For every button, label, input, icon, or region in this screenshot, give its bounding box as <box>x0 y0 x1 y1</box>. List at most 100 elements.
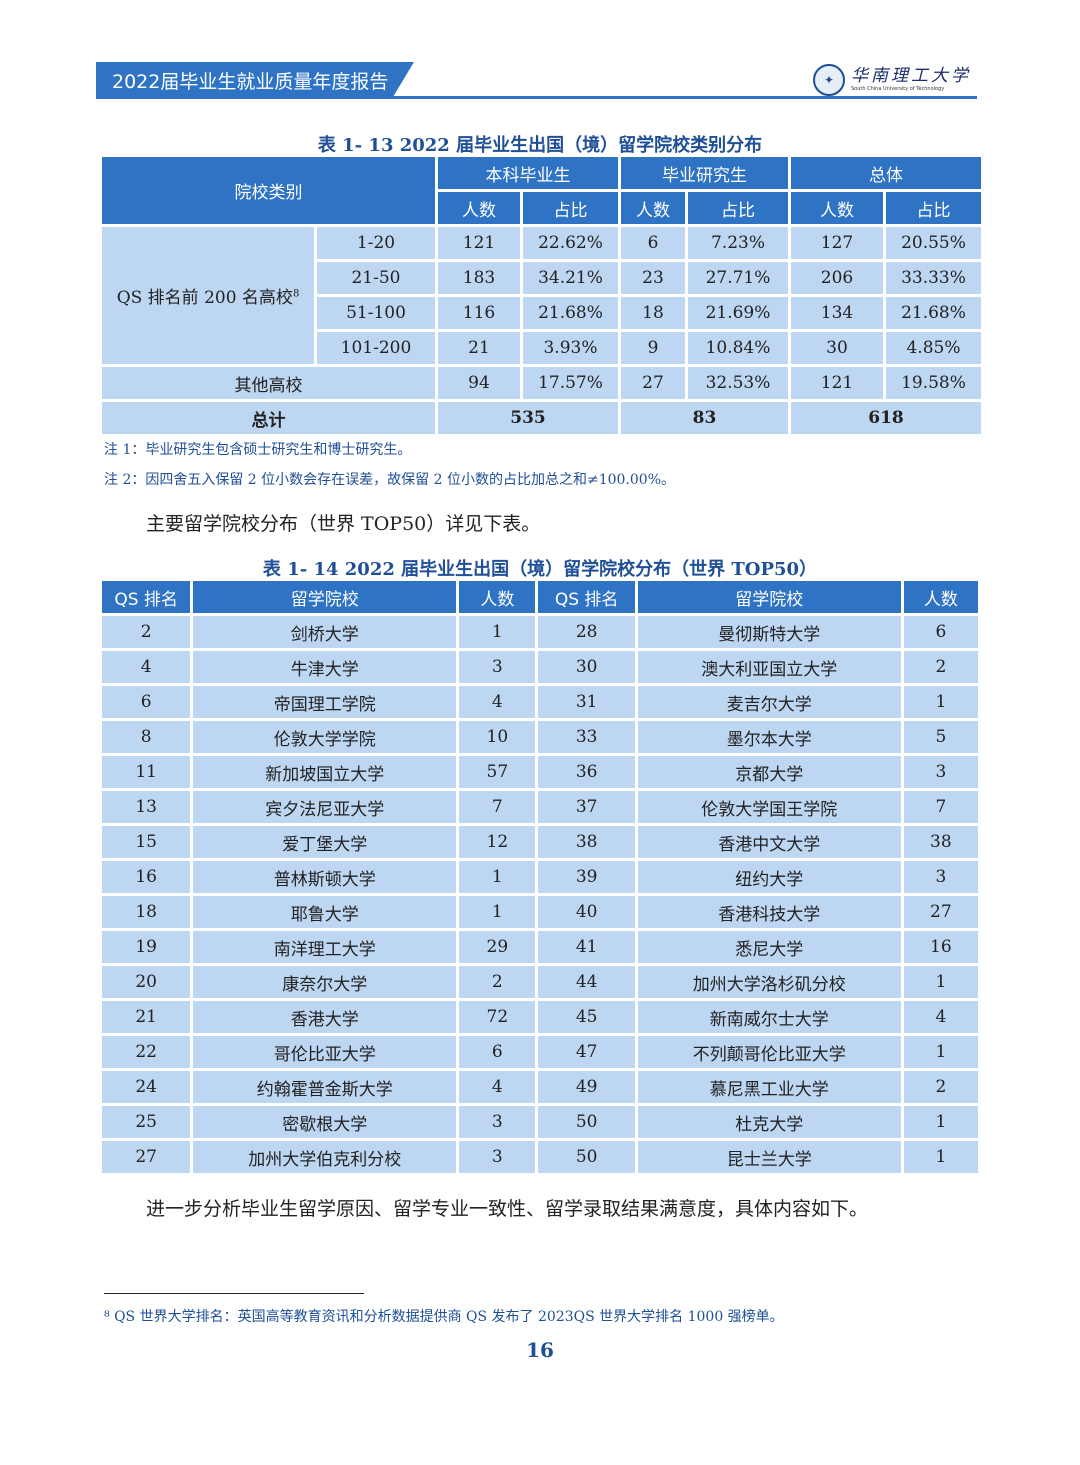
table13-caption: 表 1- 13 2022 届毕业生出国（境）留学院校类别分布 <box>317 135 763 156</box>
table-cell: 183 <box>438 262 520 294</box>
table-row: 20 康奈尔大学 2 44 加州大学洛杉矶分校 1 <box>102 966 978 998</box>
table-cell: 京都大学 <box>637 756 901 788</box>
table-cell: 22 <box>102 1036 191 1068</box>
table-cell: 3 <box>903 861 978 893</box>
table-cell: 6 <box>459 1036 536 1068</box>
table-cell: 4 <box>459 686 536 718</box>
table-cell: 新南威尔士大学 <box>637 1001 901 1033</box>
table-cell: 116 <box>438 297 520 329</box>
table-cell: 41 <box>538 931 635 963</box>
table-cell: 悉尼大学 <box>637 931 901 963</box>
table-row: 21-50 183 34.21% 23 27.71% 206 33.33% <box>102 262 981 294</box>
table-row: 8 伦敦大学学院 10 33 墨尔本大学 5 <box>102 721 978 753</box>
table-cell: 19.58% <box>886 367 981 399</box>
table-cell: 18 <box>621 297 685 329</box>
table-cell: 27 <box>102 1141 191 1173</box>
table-cell: 加州大学伯克利分校 <box>193 1141 457 1173</box>
table13-header-count: 人数 <box>621 192 685 224</box>
table-cell: 13 <box>102 791 191 823</box>
table-cell: 不列颠哥伦比亚大学 <box>637 1036 901 1068</box>
table-cell: 澳大利亚国立大学 <box>637 651 901 683</box>
table13: 院校类别 本科毕业生 毕业研究生 总体 人数 占比 人数 占比 人数 占比 QS… <box>99 154 984 437</box>
table-cell: 曼彻斯特大学 <box>637 616 901 648</box>
table-cell: 剑桥大学 <box>193 616 457 648</box>
table-cell: 29 <box>459 931 536 963</box>
table-cell: 30 <box>538 651 635 683</box>
table-cell: 21.69% <box>688 297 788 329</box>
table-cell: 57 <box>459 756 536 788</box>
table-row: 18 耶鲁大学 1 40 香港科技大学 27 <box>102 896 978 928</box>
qs-range-cell: 21-50 <box>317 262 435 294</box>
university-logo: ✦ 华南理工大学 South China University of Techn… <box>813 64 971 96</box>
table-cell: 1 <box>903 1141 978 1173</box>
table-cell: 33 <box>538 721 635 753</box>
table14-caption: 表 1- 14 2022 届毕业生出国（境）留学院校分布（世界 TOP50） <box>262 559 818 580</box>
table13-header-overall: 总体 <box>791 157 981 189</box>
table-cell: 4.85% <box>886 332 981 364</box>
table-cell: 21.68% <box>523 297 618 329</box>
table14-header-school: 留学院校 <box>637 581 901 613</box>
table-cell: 2 <box>903 651 978 683</box>
qs-range-cell: 1-20 <box>317 227 435 259</box>
report-title: 2022届毕业生就业质量年度报告 <box>112 71 389 93</box>
table-row: 25 密歇根大学 3 50 杜克大学 1 <box>102 1106 978 1138</box>
table-cell: 27.71% <box>688 262 788 294</box>
table-cell: 2 <box>102 616 191 648</box>
table-cell: 72 <box>459 1001 536 1033</box>
table-cell: 27 <box>621 367 685 399</box>
table-row: 4 牛津大学 3 30 澳大利亚国立大学 2 <box>102 651 978 683</box>
table-row: 15 爱丁堡大学 12 38 香港中文大学 38 <box>102 826 978 858</box>
total-label: 总计 <box>102 402 435 434</box>
table-cell: 10.84% <box>688 332 788 364</box>
table-cell: 6 <box>621 227 685 259</box>
table-cell: 1 <box>459 896 536 928</box>
table-cell: 1 <box>903 966 978 998</box>
table-cell: 18 <box>102 896 191 928</box>
table-cell: 21 <box>438 332 520 364</box>
table-cell: 慕尼黑工业大学 <box>637 1071 901 1103</box>
table-cell: 牛津大学 <box>193 651 457 683</box>
table-cell: 28 <box>538 616 635 648</box>
table-cell: 50 <box>538 1141 635 1173</box>
table-row: 其他高校 94 17.57% 27 32.53% 121 19.58% <box>102 367 981 399</box>
table-cell: 3 <box>459 1106 536 1138</box>
table-cell: 墨尔本大学 <box>637 721 901 753</box>
table-cell: 121 <box>438 227 520 259</box>
table-cell: 4 <box>459 1071 536 1103</box>
table-cell: 50 <box>538 1106 635 1138</box>
table-cell: 1 <box>459 616 536 648</box>
table-row: 11 新加坡国立大学 57 36 京都大学 3 <box>102 756 978 788</box>
qs-range-cell: 101-200 <box>317 332 435 364</box>
table-cell: 12 <box>459 826 536 858</box>
body-paragraph-2: 进一步分析毕业生留学原因、留学专业一致性、留学录取结果满意度，具体内容如下。 <box>146 1198 869 1220</box>
table-cell: 1 <box>903 1036 978 1068</box>
table-row: 24 约翰霍普金斯大学 4 49 慕尼黑工业大学 2 <box>102 1071 978 1103</box>
note-2: 注 2：因四舍五入保留 2 位小数会存在误差，故保留 2 位小数的占比加总之和≠… <box>104 472 675 488</box>
table-cell: 44 <box>538 966 635 998</box>
table-cell: 昆士兰大学 <box>637 1141 901 1173</box>
table-cell: 香港中文大学 <box>637 826 901 858</box>
table-cell: 30 <box>791 332 883 364</box>
footnote-rule <box>104 1293 364 1294</box>
table-cell: 康奈尔大学 <box>193 966 457 998</box>
table-row: 16 普林斯顿大学 1 39 纽约大学 3 <box>102 861 978 893</box>
table-cell: 约翰霍普金斯大学 <box>193 1071 457 1103</box>
table-cell: 11 <box>102 756 191 788</box>
table-cell: 9 <box>621 332 685 364</box>
table14-header-count: 人数 <box>459 581 536 613</box>
table-cell: 香港大学 <box>193 1001 457 1033</box>
table-row: 13 宾夕法尼亚大学 7 37 伦敦大学国王学院 7 <box>102 791 978 823</box>
table13-header-count: 人数 <box>791 192 883 224</box>
table-cell: 127 <box>791 227 883 259</box>
table-cell: 3 <box>459 1141 536 1173</box>
table-cell: 帝国理工学院 <box>193 686 457 718</box>
table-cell: 3 <box>903 756 978 788</box>
table13-header-ratio: 占比 <box>523 192 618 224</box>
table-cell: 17.57% <box>523 367 618 399</box>
table-cell: 伦敦大学国王学院 <box>637 791 901 823</box>
table13-header-ratio: 占比 <box>688 192 788 224</box>
note-1: 注 1：毕业研究生包含硕士研究生和博士研究生。 <box>104 442 412 458</box>
table-cell: 1 <box>903 686 978 718</box>
table-cell: 4 <box>903 1001 978 1033</box>
table13-header-undergrad: 本科毕业生 <box>438 157 618 189</box>
